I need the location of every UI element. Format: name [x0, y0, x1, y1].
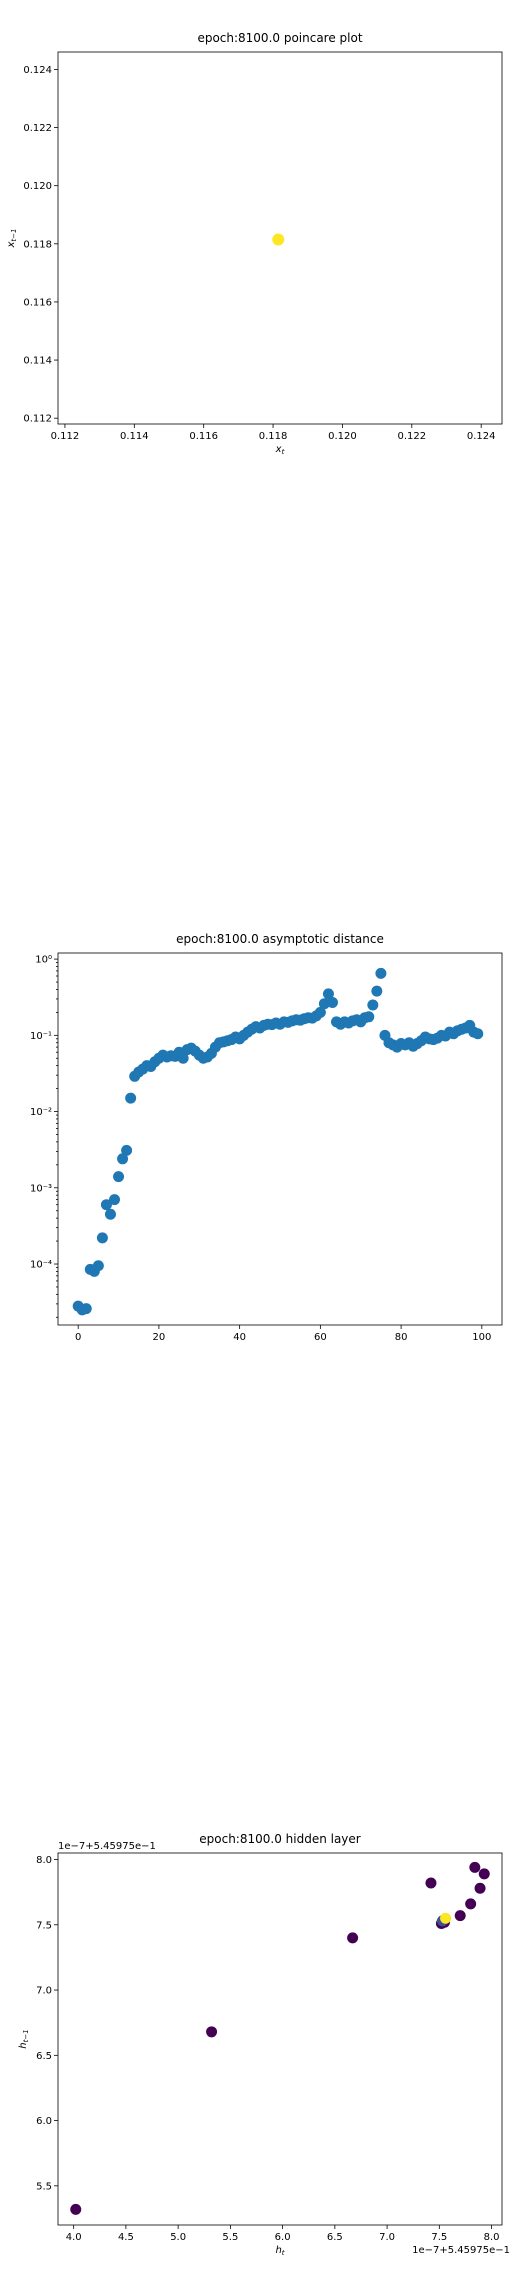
- y-tick-label: 0.112: [23, 414, 52, 425]
- x-tick-label: 6.0: [275, 2232, 291, 2243]
- y-tick-label: 6.5: [36, 2051, 52, 2062]
- x-tick-label: 0.118: [259, 431, 288, 442]
- data-point: [371, 985, 383, 997]
- x-tick-label: 20: [153, 1332, 166, 1343]
- plot-frame-0: [57, 51, 503, 425]
- x-tick-label: 8.0: [484, 2232, 500, 2243]
- x-tick-label: 0.122: [397, 431, 426, 442]
- data-point: [469, 1861, 481, 1873]
- x-tick-label: 5.5: [222, 2232, 238, 2243]
- y-tick-label: 10⁻¹: [30, 1031, 52, 1042]
- x-tick-label: 7.5: [431, 2232, 447, 2243]
- data-point: [367, 999, 379, 1011]
- chart-title-1: epoch:8100.0 asymptotic distance: [176, 932, 384, 946]
- x-tick-label: 4.5: [118, 2232, 134, 2243]
- chart-title-0: epoch:8100.0 poincare plot: [197, 31, 362, 45]
- x-tick-label: 0.114: [120, 431, 149, 442]
- x-tick-label: 60: [314, 1332, 327, 1343]
- plot-frame-2: [57, 1852, 503, 2226]
- data-point: [96, 1232, 108, 1244]
- y-tick-label: 7.0: [36, 1986, 52, 1997]
- y-tick-label: 10⁻³: [30, 1183, 52, 1194]
- data-point: [92, 1260, 104, 1272]
- x-tick-label: 80: [395, 1332, 408, 1343]
- data-point: [70, 2203, 82, 2215]
- y-tick-label: 0.114: [23, 356, 52, 367]
- x-axis-label: ht: [275, 2245, 284, 2257]
- y-tick-label: 7.5: [36, 1920, 52, 1931]
- data-point: [425, 1877, 437, 1889]
- y-tick-label: 8.0: [36, 1855, 52, 1866]
- data-point: [117, 1153, 129, 1165]
- data-point: [318, 998, 330, 1010]
- data-point: [440, 1912, 452, 1924]
- y-tick-label: 6.0: [36, 2116, 52, 2127]
- x-offset-text: 1e−7+5.45975e−1: [412, 2245, 510, 2256]
- data-point: [314, 1006, 326, 1018]
- data-point: [125, 1092, 137, 1104]
- y-tick-label: 0.124: [23, 65, 52, 76]
- chart-title-2: epoch:8100.0 hidden layer: [199, 1832, 361, 1846]
- data-point: [104, 1208, 116, 1220]
- x-tick-label: 0.116: [189, 431, 218, 442]
- data-point: [375, 967, 387, 979]
- y-tick-label: 10⁻²: [30, 1107, 52, 1118]
- data-point: [472, 1028, 484, 1040]
- y-tick-label: 0.118: [23, 239, 52, 250]
- data-point: [326, 996, 338, 1008]
- data-point: [347, 1932, 359, 1944]
- x-tick-label: 4.0: [66, 2232, 82, 2243]
- y-tick-label: 0.122: [23, 123, 52, 134]
- x-tick-label: 5.0: [170, 2232, 186, 2243]
- y-tick-label: 0.120: [23, 181, 52, 192]
- data-point: [454, 1910, 466, 1922]
- data-point: [465, 1898, 477, 1910]
- y-tick-label: 0.116: [23, 297, 52, 308]
- y-axis-label: xt−1: [6, 229, 18, 249]
- data-point: [80, 1303, 92, 1315]
- x-tick-label: 0: [75, 1332, 81, 1343]
- y-tick-label: 5.5: [36, 2181, 52, 2192]
- x-tick-label: 7.0: [379, 2232, 395, 2243]
- data-point: [322, 988, 334, 1000]
- x-tick-label: 0.112: [51, 431, 80, 442]
- x-tick-label: 0.120: [328, 431, 357, 442]
- data-point: [478, 1868, 490, 1880]
- y-offset-text: 1e−7+5.45975e−1: [58, 1841, 156, 1852]
- x-tick-label: 0.124: [467, 431, 496, 442]
- x-tick-label: 6.5: [327, 2232, 343, 2243]
- x-tick-label: 100: [472, 1332, 491, 1343]
- y-tick-label: 10⁻⁴: [30, 1260, 52, 1271]
- data-point: [177, 1052, 189, 1064]
- plot-frame-1: [57, 952, 503, 1326]
- data-point: [206, 2026, 218, 2038]
- data-point: [474, 1882, 486, 1894]
- data-point: [100, 1199, 112, 1211]
- y-tick-label: 10⁰: [35, 955, 52, 966]
- data-point: [113, 1171, 125, 1183]
- data-point: [121, 1144, 133, 1156]
- y-axis-label: ht−1: [18, 2029, 30, 2048]
- data-point: [109, 1194, 121, 1206]
- x-axis-label: xt: [275, 444, 285, 456]
- data-point: [272, 233, 285, 246]
- x-tick-label: 40: [233, 1332, 246, 1343]
- data-point: [363, 1011, 375, 1023]
